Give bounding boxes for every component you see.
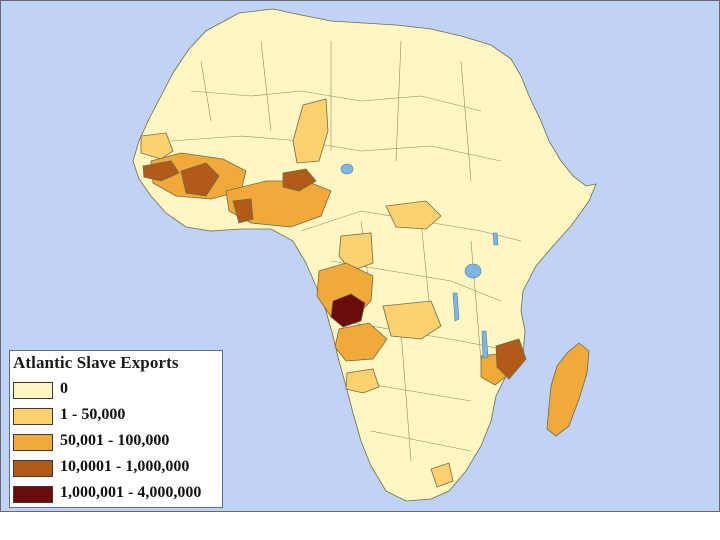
legend-label-2: 50,001 - 100,000 xyxy=(60,432,170,449)
region-highest-kongo xyxy=(330,293,366,328)
legend-swatch-0 xyxy=(13,382,53,399)
legend-item-4: 1,000,001 - 4,000,000 xyxy=(13,484,221,506)
region-high-gold-coast xyxy=(232,198,254,224)
legend-title: Atlantic Slave Exports xyxy=(13,353,179,372)
madagascar xyxy=(546,342,590,437)
region-low-sahel xyxy=(292,98,329,164)
lake-malawi xyxy=(481,330,489,359)
legend-item-3: 10,0001 - 1,000,000 xyxy=(13,458,221,480)
legend-item-1: 1 - 50,000 xyxy=(13,406,221,428)
legend-item-2: 50,001 - 100,000 xyxy=(13,432,221,454)
legend-label-0: 0 xyxy=(60,380,68,397)
region-low-central xyxy=(382,300,442,340)
region-mid-angola-south xyxy=(334,322,388,362)
legend-item-0: 0 xyxy=(13,380,221,402)
legend-swatch-4 xyxy=(13,486,53,503)
region-high-mozambique xyxy=(495,338,527,380)
africa-map: Atlantic Slave Exports 0 1 - 50,000 50,0… xyxy=(0,0,720,512)
region-low-east xyxy=(385,200,442,230)
region-low-south xyxy=(345,368,380,394)
lake-victoria xyxy=(464,263,482,279)
legend-swatch-2 xyxy=(13,434,53,451)
map-canvas xyxy=(132,8,597,502)
legend-label-1: 1 - 50,000 xyxy=(60,406,126,423)
legend-swatch-1 xyxy=(13,408,53,425)
legend: Atlantic Slave Exports 0 1 - 50,000 50,0… xyxy=(9,350,223,508)
lake-chad xyxy=(340,163,354,175)
lake-tanganyika xyxy=(452,292,460,322)
region-high-senegambia xyxy=(142,160,180,182)
legend-label-3: 10,0001 - 1,000,000 xyxy=(60,458,190,475)
region-low-southeast xyxy=(430,462,454,488)
legend-label-4: 1,000,001 - 4,000,000 xyxy=(60,484,202,501)
region-high-westafrica xyxy=(180,162,220,197)
legend-swatch-3 xyxy=(13,460,53,477)
region-low-congo xyxy=(338,232,374,272)
lake-turkana xyxy=(492,232,499,246)
region-low-westcoast xyxy=(140,132,174,160)
region-high-bight xyxy=(282,168,317,192)
